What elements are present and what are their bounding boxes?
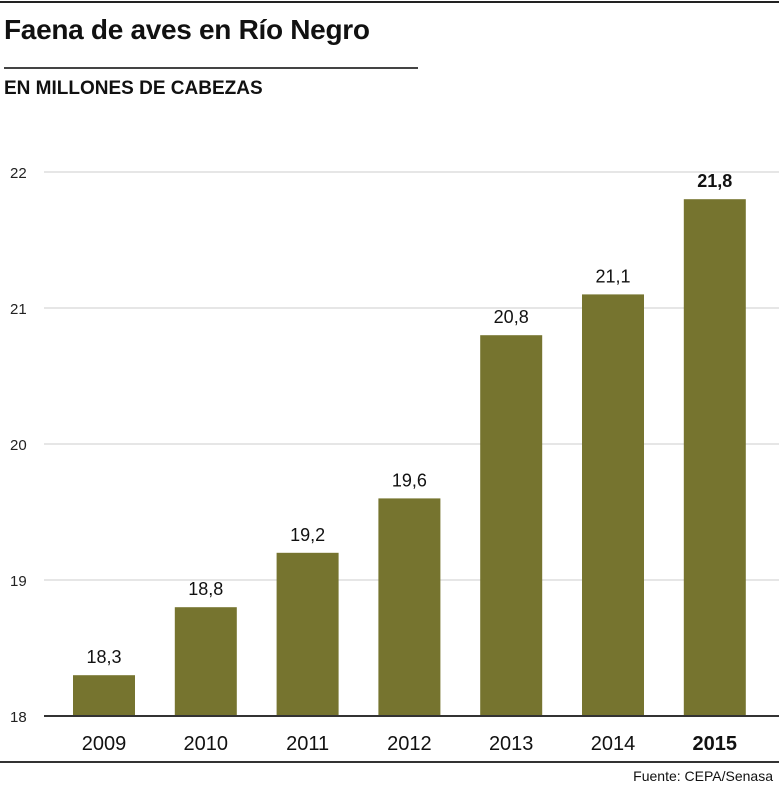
value-label: 18,3 bbox=[86, 647, 121, 667]
value-label: 18,8 bbox=[188, 579, 223, 599]
chart-subtitle: EN MILLONES DE CABEZAS bbox=[4, 78, 263, 99]
y-tick-label: 18 bbox=[10, 709, 27, 726]
x-tick-label: 2010 bbox=[184, 733, 229, 755]
y-tick-label: 19 bbox=[10, 573, 27, 590]
x-tick-label: 2014 bbox=[591, 733, 636, 755]
value-label: 19,2 bbox=[290, 525, 325, 545]
value-label: 21,8 bbox=[697, 171, 732, 191]
bar-2012 bbox=[378, 498, 441, 716]
top-rule bbox=[0, 1, 779, 3]
x-tick-label: 2011 bbox=[286, 733, 329, 755]
bar-2011 bbox=[276, 552, 339, 716]
x-tick-label: 2013 bbox=[489, 733, 534, 755]
y-tick-label: 20 bbox=[10, 437, 27, 454]
bar-2010 bbox=[174, 607, 237, 716]
x-tick-label: 2012 bbox=[387, 733, 432, 755]
value-label: 19,6 bbox=[392, 470, 427, 490]
y-tick-label: 22 bbox=[10, 165, 27, 182]
bar-2015 bbox=[683, 199, 746, 716]
x-tick-label: 2015 bbox=[693, 733, 738, 755]
value-label: 20,8 bbox=[494, 307, 529, 327]
chart-title: Faena de aves en Río Negro bbox=[4, 14, 370, 45]
bar-2014 bbox=[582, 294, 644, 716]
x-tick-label: 2009 bbox=[82, 733, 127, 755]
title-rule bbox=[4, 67, 418, 69]
source-note: Fuente: CEPA/Senasa bbox=[633, 768, 773, 784]
value-label: 21,1 bbox=[595, 266, 630, 286]
bar-2009 bbox=[73, 675, 135, 716]
y-tick-label: 21 bbox=[10, 301, 27, 318]
bar-2013 bbox=[480, 335, 543, 716]
